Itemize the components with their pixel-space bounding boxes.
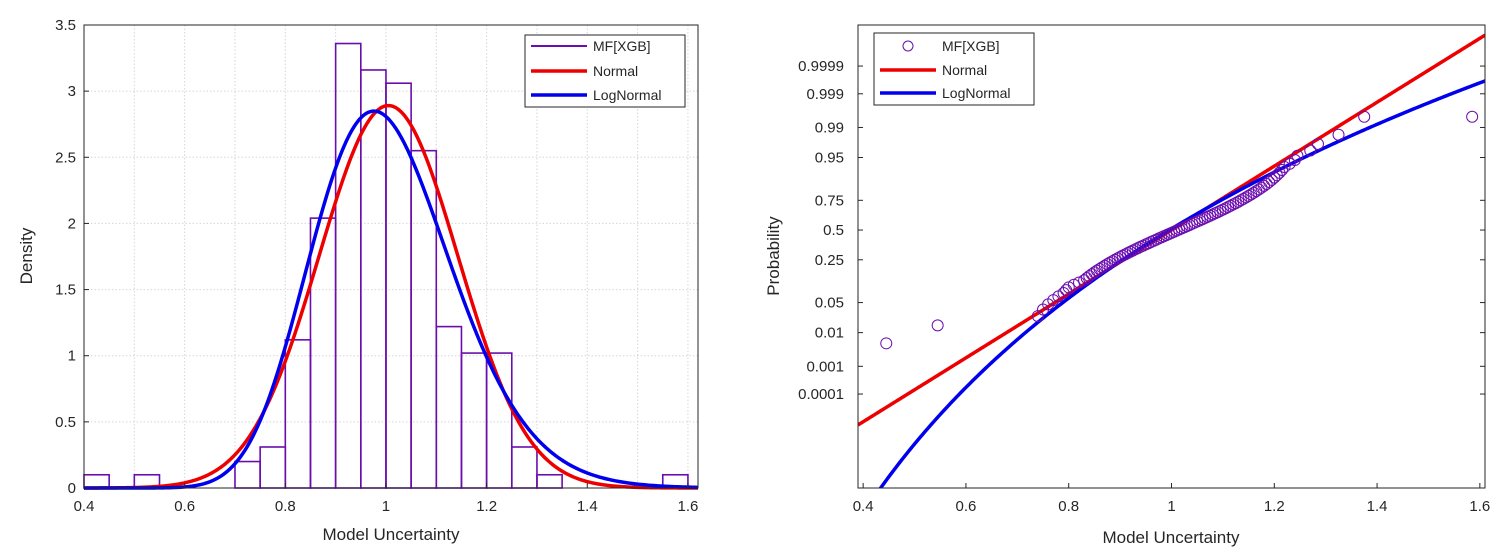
prob-y-tick-label: 0.5: [823, 222, 844, 239]
hist-x-tick-label: 1.2: [476, 498, 497, 515]
prob-x-tick-label: 0.6: [955, 498, 976, 515]
hist-legend: MF[XGB] Normal LogNormal: [524, 34, 686, 108]
histogram-chart: 0.4 0.6 0.8 1 1.2 1.4 1.6 0 0.5 1 1.5 2 2.5 3 3.5 Mode…: [17, 17, 699, 544]
prob-y-tick-label: 0.9999: [798, 58, 844, 75]
hist-y-tick-label: 2: [68, 215, 76, 232]
prob-data-point: [1072, 276, 1085, 289]
prob-y-tick-label: 0.99: [815, 119, 844, 136]
hist-y-tick-label: 0.5: [55, 414, 76, 431]
prob-y-tick-label: 0.25: [815, 252, 844, 269]
prob-ticks: 0.4 0.6 0.8 1 1.2 1.4 1.6 0.9999 0.999 0.99 0.95 0.…: [798, 58, 1490, 515]
prob-x-axis-label: Model Uncertainty: [1102, 528, 1240, 547]
prob-data-point: [1134, 240, 1147, 253]
prob-legend-label-mfxgb: MF[XGB]: [942, 38, 1000, 54]
prob-x-tick-label: 1.2: [1264, 498, 1285, 515]
prob-x-tick-label: 0.4: [853, 498, 874, 515]
prob-data-point: [1291, 149, 1304, 162]
prob-data-point: [1311, 137, 1324, 150]
prob-x-tick-label: 1.4: [1367, 498, 1388, 515]
hist-y-tick-label: 1.5: [55, 282, 76, 299]
hist-x-tick-label: 0.4: [74, 498, 95, 515]
prob-points: [880, 110, 1479, 350]
hist-y-tick-label: 0: [68, 480, 76, 497]
prob-data-point: [1275, 164, 1288, 177]
hist-legend-label-normal: Normal: [593, 63, 638, 79]
prob-y-tick-label: 0.75: [815, 192, 844, 209]
hist-x-tick-label: 0.8: [275, 498, 296, 515]
hist-y-axis-label: Density: [17, 227, 36, 284]
prob-y-tick-label: 0.95: [815, 150, 844, 167]
prob-y-tick-label: 0.0001: [798, 386, 844, 403]
hist-x-tick-label: 1.6: [678, 498, 699, 515]
hist-lognormal-pdf-line: [84, 109, 699, 490]
prob-data-point: [1358, 110, 1371, 123]
prob-data-point: [1067, 278, 1080, 291]
prob-x-tick-label: 0.8: [1058, 498, 1079, 515]
hist-ticks: 0.4 0.6 0.8 1 1.2 1.4 1.6 0 0.5 1 1.5 2 2.5 3 3.5: [55, 17, 698, 515]
hist-legend-label-lognormal: LogNormal: [593, 87, 661, 103]
hist-curves: [84, 103, 699, 490]
hist-y-tick-label: 2.5: [55, 149, 76, 166]
prob-y-tick-label: 0.999: [806, 86, 844, 103]
hist-x-tick-label: 1: [382, 498, 390, 515]
probability-plot-chart: 0.4 0.6 0.8 1 1.2 1.4 1.6 0.9999 0.999 0.99 0.95 0.…: [764, 24, 1490, 547]
prob-data-point: [931, 319, 944, 332]
prob-legend-label-normal: Normal: [942, 62, 987, 78]
prob-x-tick-label: 1: [1167, 498, 1175, 515]
hist-x-axis-label: Model Uncertainty: [322, 525, 460, 544]
hist-y-tick-label: 3.5: [55, 17, 76, 34]
prob-y-tick-label: 0.001: [806, 358, 844, 375]
prob-x-tick-label: 1.6: [1469, 498, 1490, 515]
hist-x-tick-label: 0.6: [174, 498, 195, 515]
hist-y-tick-label: 1: [68, 348, 76, 365]
prob-legend: MF[XGB] Normal LogNormal: [873, 32, 1035, 106]
prob-y-tick-label: 0.01: [815, 325, 844, 342]
hist-y-tick-label: 3: [68, 83, 76, 100]
prob-y-tick-label: 0.05: [815, 295, 844, 312]
hist-normal-pdf-line: [84, 103, 698, 490]
prob-data-point: [1304, 144, 1317, 157]
prob-legend-label-lognormal: LogNormal: [942, 85, 1010, 101]
prob-data-point: [880, 337, 893, 350]
hist-axes-frame: [83, 24, 699, 489]
prob-data-point: [1466, 110, 1479, 123]
prob-y-axis-label: Probability: [764, 216, 783, 296]
hist-legend-label-mfxgb: MF[XGB]: [593, 38, 651, 54]
prob-data-point: [1332, 128, 1345, 141]
prob-legend-swatch-mfxgb: [902, 40, 914, 52]
hist-x-tick-label: 1.4: [577, 498, 598, 515]
